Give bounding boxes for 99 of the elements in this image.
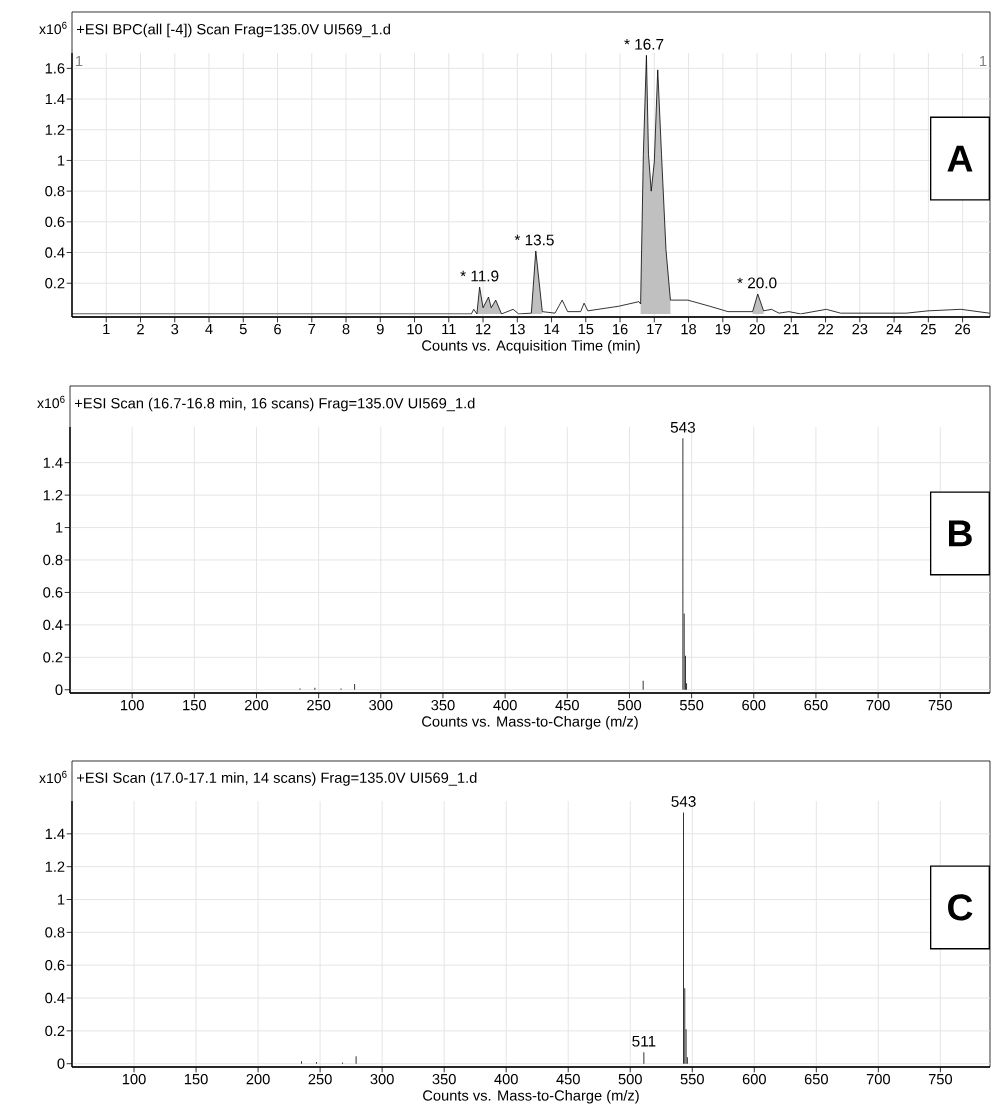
annotation: 1 — [76, 55, 83, 67]
x-tick-label: 150 — [183, 699, 206, 711]
chart-title: +ESI Scan (16.7-16.8 min, 16 scans) Frag=135.0V UI569_1.d — [74, 397, 475, 412]
y-tick-label: 1.4 — [43, 457, 63, 468]
y-axis-title: x10$^{6}$ — [37, 395, 65, 409]
x-tick-label: 300 — [369, 699, 393, 711]
y-tick-label: 0.8 — [43, 554, 63, 566]
y-tick-label: 0.4 — [45, 992, 65, 1004]
x-tick-label: 600 — [742, 699, 766, 711]
annotation: B — [948, 520, 972, 547]
x-tick-label: 14 — [544, 323, 560, 335]
annotation: * 16.7 — [624, 38, 664, 50]
annotation: 511 — [632, 1035, 656, 1047]
x-axis-title: Counts vs. Mass-to-Charge (m/z) — [422, 715, 638, 730]
x-tick-label: 25 — [920, 323, 936, 335]
x-tick-label: 600 — [742, 1073, 766, 1085]
x-tick-label: 10 — [407, 323, 423, 335]
annotation: * 13.5 — [514, 234, 554, 246]
x-tick-label: 1 — [103, 323, 110, 335]
x-tick-label: 650 — [804, 699, 828, 711]
x-tick-label: 350 — [432, 1073, 456, 1085]
x-tick-label: 700 — [866, 699, 890, 711]
x-tick-label: 13 — [510, 323, 525, 335]
x-tick-label: 100 — [121, 699, 144, 711]
x-tick-label: 700 — [866, 1073, 890, 1085]
annotation: 543 — [671, 796, 696, 807]
x-tick-label: 7 — [308, 323, 316, 335]
y-tick-label: 1.4 — [45, 94, 65, 105]
annotation: * 20.0 — [737, 277, 777, 289]
chart-title: +ESI BPC(all [-4]) Scan Frag=135.0V UI569_1.d — [76, 23, 390, 38]
x-tick-label: 200 — [244, 699, 269, 711]
annotation: 543 — [670, 421, 696, 433]
x-axis-title: Counts vs. Acquisition Time (min) — [422, 339, 640, 354]
x-tick-label: 18 — [681, 323, 697, 335]
annotation: A — [947, 145, 973, 172]
x-tick-label: 4 — [205, 323, 213, 335]
y-tick-label: 1 — [56, 522, 63, 533]
y-tick-label: 0.6 — [43, 587, 63, 598]
y-tick-label: 1.2 — [45, 124, 65, 135]
x-tick-label: 23 — [852, 323, 868, 335]
y-tick-label: 0.2 — [45, 278, 65, 289]
x-tick-label: 11 — [442, 323, 456, 335]
chart-title: +ESI Scan (17.0-17.1 min, 14 scans) Frag=135.0V UI569_1.d — [76, 772, 477, 786]
y-tick-label: 0.6 — [45, 960, 65, 971]
y-tick-label: 1 — [58, 894, 65, 905]
x-tick-label: 300 — [370, 1073, 394, 1085]
x-tick-label: 550 — [680, 1073, 704, 1085]
y-tick-label: 0.6 — [45, 216, 65, 228]
x-tick-label: 250 — [308, 1073, 332, 1085]
y-tick-label: 0.8 — [45, 185, 65, 197]
y-axis-title: x10$^{6}$ — [39, 21, 67, 35]
x-tick-label: 21 — [783, 323, 799, 335]
y-tick-label: 0.8 — [45, 927, 65, 938]
x-axis-title: Counts vs. Mass-to-Charge (m/z) — [423, 1089, 639, 1104]
annotation: 1 — [980, 55, 987, 67]
x-tick-label: 550 — [679, 699, 704, 711]
x-tick-label: 22 — [818, 323, 833, 335]
y-tick-label: 1 — [58, 155, 65, 166]
x-tick-label: 17 — [647, 323, 662, 335]
x-tick-label: 100 — [122, 1073, 146, 1085]
x-tick-label: 350 — [431, 699, 455, 711]
x-tick-label: 400 — [494, 1073, 518, 1085]
x-tick-label: 500 — [617, 699, 642, 711]
x-tick-label: 2 — [137, 323, 144, 335]
x-tick-label: 750 — [928, 699, 952, 711]
x-tick-label: 500 — [618, 1073, 642, 1085]
x-tick-label: 150 — [184, 1073, 208, 1085]
annotation: C — [948, 894, 973, 921]
x-tick-label: 8 — [342, 323, 350, 335]
x-tick-label: 6 — [274, 323, 281, 335]
x-tick-label: 250 — [307, 699, 331, 711]
y-tick-label: 0.4 — [45, 247, 65, 258]
x-tick-label: 750 — [928, 1073, 953, 1085]
x-tick-label: 15 — [578, 323, 594, 335]
y-tick-label: 1.2 — [43, 490, 63, 501]
x-tick-label: 450 — [555, 699, 579, 711]
x-tick-label: 400 — [493, 699, 517, 711]
x-tick-label: 650 — [804, 1073, 828, 1085]
x-tick-label: 16 — [613, 323, 628, 335]
x-tick-label: 24 — [886, 323, 902, 335]
x-tick-label: 12 — [476, 323, 491, 335]
y-tick-label: 1.2 — [45, 861, 65, 872]
x-tick-label: 26 — [955, 323, 971, 335]
x-tick-label: 9 — [376, 323, 384, 335]
x-tick-label: 19 — [715, 323, 731, 335]
y-tick-label: 0.4 — [43, 619, 63, 631]
x-tick-label: 200 — [246, 1073, 270, 1085]
y-tick-label: 0.2 — [43, 652, 63, 663]
y-tick-label: 0 — [57, 1058, 65, 1069]
x-tick-label: 20 — [749, 323, 765, 335]
x-tick-label: 5 — [239, 323, 247, 335]
y-tick-label: 0.2 — [45, 1025, 65, 1037]
y-axis-title: x10$^{6}$ — [39, 770, 67, 784]
y-tick-label: 1.6 — [45, 63, 65, 74]
y-tick-label: 0 — [55, 684, 63, 695]
x-tick-label: 3 — [171, 323, 179, 335]
x-tick-label: 450 — [556, 1073, 580, 1085]
annotation: * 11.9 — [460, 270, 499, 282]
y-tick-label: 1.4 — [45, 828, 65, 839]
